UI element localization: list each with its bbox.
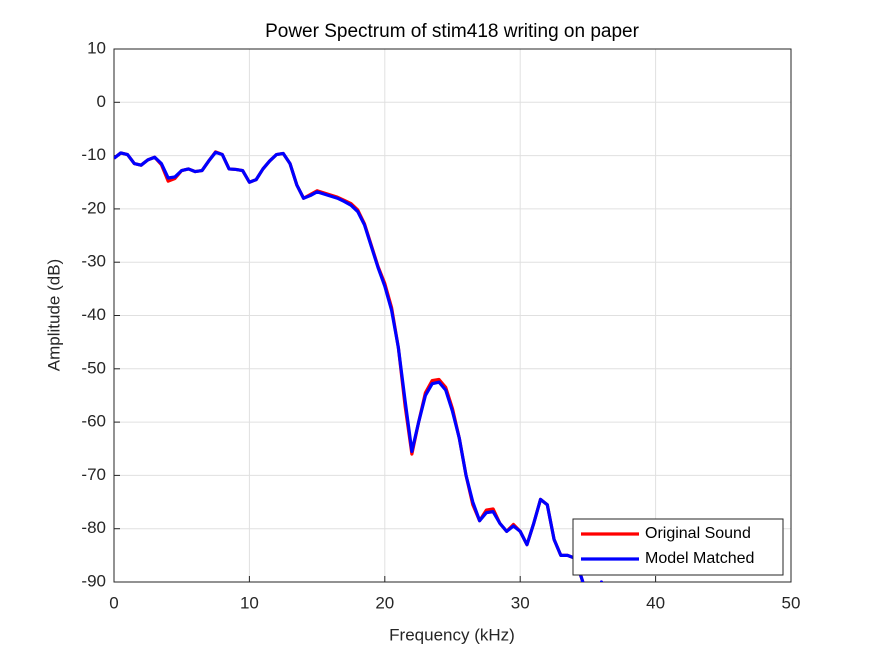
x-tick-label: 50: [782, 593, 801, 612]
y-tick-label: -80: [81, 518, 106, 537]
chart-title: Power Spectrum of stim418 writing on pap…: [265, 21, 640, 42]
plot-frame: [113, 48, 792, 583]
y-tick-label: -90: [81, 571, 106, 590]
legend-box: [572, 518, 784, 576]
x-tick-label: 40: [646, 593, 665, 612]
legend-label: Model Matched: [645, 550, 754, 567]
plot-lines: [114, 150, 604, 582]
y-tick-label: -60: [81, 412, 106, 431]
x-tick-label: 30: [511, 593, 530, 612]
y-tick-label: -70: [81, 465, 106, 484]
x-tick-label: 10: [240, 593, 259, 612]
y-tick-label: -50: [81, 358, 106, 377]
y-tick-label: 10: [87, 38, 106, 57]
x-axis-label: Frequency (kHz): [389, 625, 515, 644]
y-tick-label: -30: [81, 252, 106, 271]
y-tick-label: -20: [81, 198, 106, 217]
data-line: [114, 150, 604, 582]
y-tick-label: -40: [81, 305, 106, 324]
y-tick-label: 0: [97, 92, 106, 111]
x-tick-label: 20: [375, 593, 394, 612]
x-tick-label: 0: [109, 593, 118, 612]
y-axis-label: Amplitude (dB): [44, 259, 63, 371]
y-tick-label: -10: [81, 145, 106, 164]
legend-label: Original Sound: [645, 525, 751, 542]
